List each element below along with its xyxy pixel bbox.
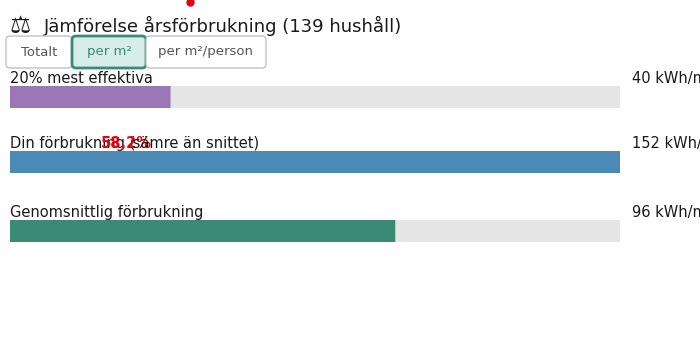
Text: Totalt: Totalt [21,46,57,58]
FancyBboxPatch shape [10,86,171,108]
Text: Genomsnittlig förbrukning: Genomsnittlig förbrukning [10,205,204,220]
Text: 152 kWh/m²: 152 kWh/m² [632,136,700,151]
Text: per m²: per m² [87,46,132,58]
FancyBboxPatch shape [10,86,620,108]
Text: sämre än snittet): sämre än snittet) [128,136,259,151]
Text: 58,2%: 58,2% [101,136,152,151]
Text: 40 kWh/m²: 40 kWh/m² [632,71,700,86]
FancyBboxPatch shape [10,151,620,173]
Text: ⚖: ⚖ [10,14,31,38]
FancyBboxPatch shape [10,151,620,173]
Text: 96 kWh/m²: 96 kWh/m² [632,205,700,220]
FancyBboxPatch shape [146,36,266,68]
Text: Jämförelse årsförbrukning (139 hushåll): Jämförelse årsförbrukning (139 hushåll) [44,16,403,36]
Text: 20% mest effektiva: 20% mest effektiva [10,71,153,86]
Text: per m²/person: per m²/person [158,46,253,58]
FancyBboxPatch shape [72,36,146,68]
FancyBboxPatch shape [6,36,72,68]
FancyBboxPatch shape [10,220,395,242]
FancyBboxPatch shape [10,220,620,242]
Text: Din förbrukning (: Din förbrukning ( [10,136,135,151]
